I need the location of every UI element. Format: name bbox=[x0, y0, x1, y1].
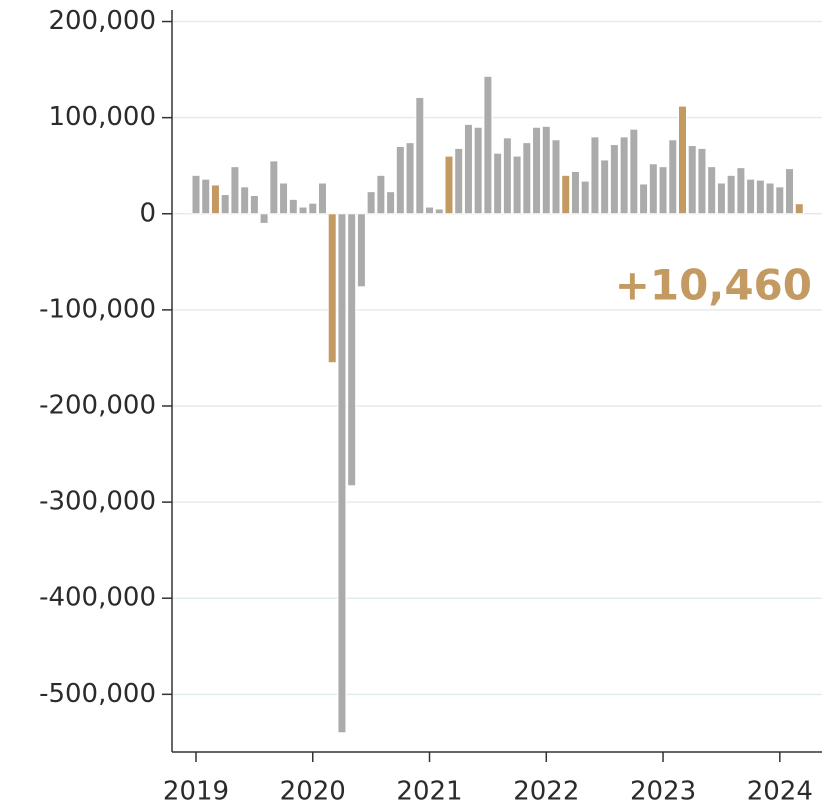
bar bbox=[249, 195, 259, 215]
bar bbox=[220, 194, 230, 215]
bar bbox=[561, 174, 571, 215]
bar bbox=[425, 206, 435, 215]
bar bbox=[502, 137, 512, 215]
bar bbox=[629, 128, 639, 215]
bar bbox=[405, 142, 415, 215]
y-tick-label: -100,000 bbox=[39, 294, 156, 324]
bar bbox=[454, 147, 464, 215]
y-tick-label: 200,000 bbox=[48, 6, 156, 36]
bar bbox=[279, 182, 289, 215]
bar bbox=[298, 206, 308, 215]
bar bbox=[668, 139, 678, 215]
bar bbox=[366, 191, 376, 215]
bar bbox=[658, 166, 668, 215]
bar bbox=[395, 145, 405, 215]
bar bbox=[532, 126, 542, 215]
bar bbox=[240, 186, 250, 215]
bar bbox=[765, 182, 775, 215]
bar bbox=[736, 167, 746, 215]
y-tick-label: -500,000 bbox=[39, 679, 156, 709]
bar bbox=[288, 198, 298, 215]
x-tick-label: 2024 bbox=[747, 777, 813, 807]
bar bbox=[609, 144, 619, 215]
x-tick-label: 2020 bbox=[280, 777, 346, 807]
bar bbox=[522, 142, 532, 215]
bar bbox=[755, 179, 765, 215]
bar bbox=[376, 174, 386, 215]
bar bbox=[259, 213, 269, 224]
bar bbox=[687, 145, 697, 215]
bar bbox=[230, 166, 240, 215]
bar bbox=[775, 186, 785, 215]
bar bbox=[648, 163, 658, 215]
bar bbox=[580, 180, 590, 215]
bar bbox=[678, 105, 687, 215]
bar bbox=[794, 203, 804, 215]
bar bbox=[308, 202, 318, 215]
bar bbox=[639, 183, 649, 215]
bar bbox=[434, 208, 444, 215]
y-tick-label: -300,000 bbox=[39, 487, 156, 517]
bar bbox=[619, 136, 629, 215]
bar bbox=[347, 213, 357, 487]
bar bbox=[541, 125, 551, 215]
y-tick-label: 100,000 bbox=[48, 102, 156, 132]
bar bbox=[473, 126, 483, 215]
y-tick-label: -400,000 bbox=[39, 583, 156, 613]
bar bbox=[269, 160, 279, 215]
bar bbox=[726, 174, 736, 215]
bar bbox=[210, 184, 220, 215]
bar bbox=[716, 182, 726, 215]
bar bbox=[356, 213, 366, 288]
bar bbox=[785, 168, 795, 215]
bar bbox=[317, 182, 327, 215]
bar bbox=[444, 155, 454, 215]
y-tick-label: 0 bbox=[139, 198, 156, 228]
bar bbox=[201, 178, 211, 215]
bar bbox=[551, 139, 561, 215]
bar bbox=[337, 213, 347, 734]
bar bbox=[463, 123, 473, 215]
bar bbox=[327, 213, 337, 364]
bar bbox=[746, 178, 756, 215]
bar bbox=[600, 159, 610, 215]
bar bbox=[570, 170, 580, 215]
x-tick-label: 2023 bbox=[630, 777, 696, 807]
bar bbox=[386, 191, 396, 215]
bar bbox=[707, 166, 717, 215]
x-tick-label: 2021 bbox=[396, 777, 462, 807]
x-tick-label: 2022 bbox=[513, 777, 579, 807]
y-tick-label: -200,000 bbox=[39, 390, 156, 420]
bar bbox=[697, 147, 707, 215]
value-label: +10,460 bbox=[615, 261, 812, 310]
bar bbox=[493, 152, 503, 215]
bar bbox=[191, 174, 201, 215]
x-tick-label: 2019 bbox=[163, 777, 229, 807]
bar bbox=[512, 155, 522, 215]
bar bbox=[415, 96, 425, 215]
bar bbox=[483, 75, 493, 215]
bar bbox=[590, 136, 600, 215]
